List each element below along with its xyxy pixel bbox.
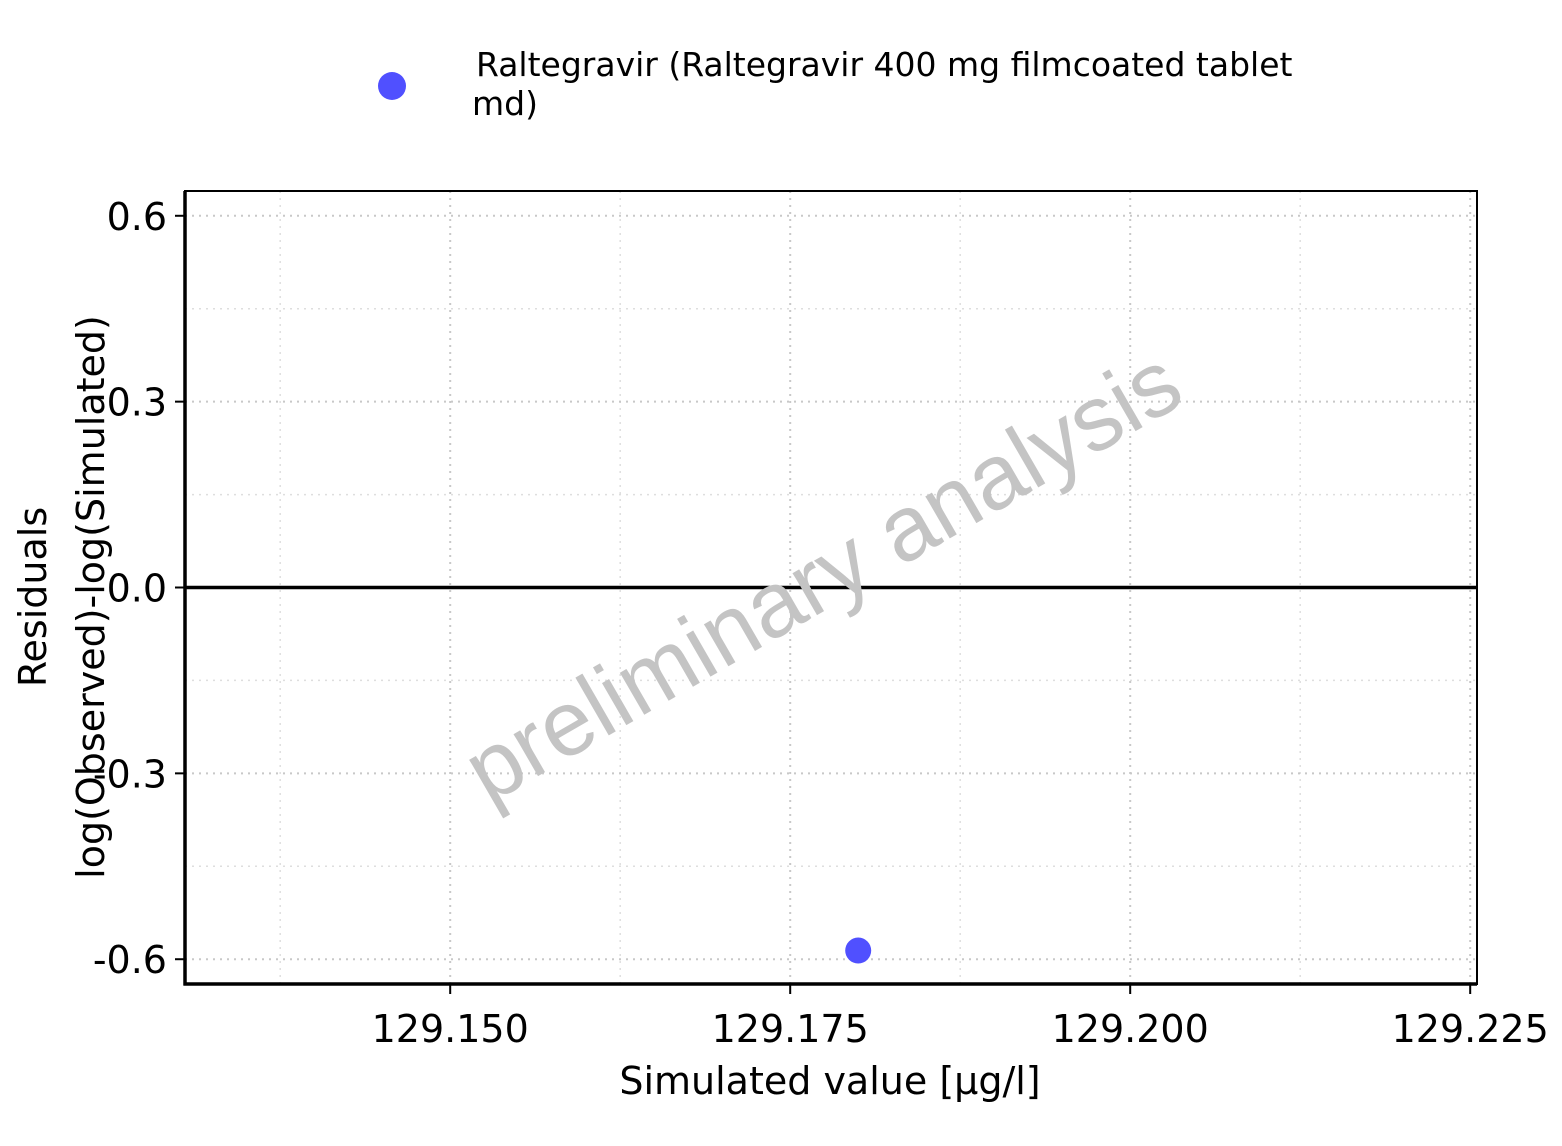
legend-label-line1: Raltegravir (Raltegravir 400 mg filmcoat…	[476, 45, 1293, 84]
legend-label-line2: md)	[472, 84, 538, 123]
x-tick-label: 129.150	[372, 1007, 529, 1051]
data-points	[845, 937, 872, 964]
y-tick-label: 0.0	[107, 567, 167, 611]
legend: Raltegravir (Raltegravir 400 mg filmcoat…	[378, 45, 1293, 123]
y-tick-label: -0.6	[93, 938, 167, 982]
y-axis-title-line1: Residuals	[11, 507, 55, 687]
y-axis-title-line2: log(Observed)-log(Simulated)	[69, 315, 113, 879]
x-tick-label: 129.175	[712, 1007, 869, 1051]
y-axis-ticks: 0.6 0.3 0.0 -0.3 -0.6	[93, 195, 185, 982]
x-tick-label: 129.225	[1392, 1007, 1549, 1051]
y-tick-label: 0.6	[107, 195, 167, 239]
y-tick-label: 0.3	[107, 381, 167, 425]
x-axis-title: Simulated value [µg/l]	[619, 1059, 1040, 1103]
y-tick-label: -0.3	[93, 752, 167, 796]
legend-marker	[378, 72, 406, 100]
data-point	[845, 937, 872, 964]
x-tick-label: 129.200	[1052, 1007, 1209, 1051]
x-axis-ticks: 129.150 129.175 129.200 129.225	[372, 984, 1549, 1051]
